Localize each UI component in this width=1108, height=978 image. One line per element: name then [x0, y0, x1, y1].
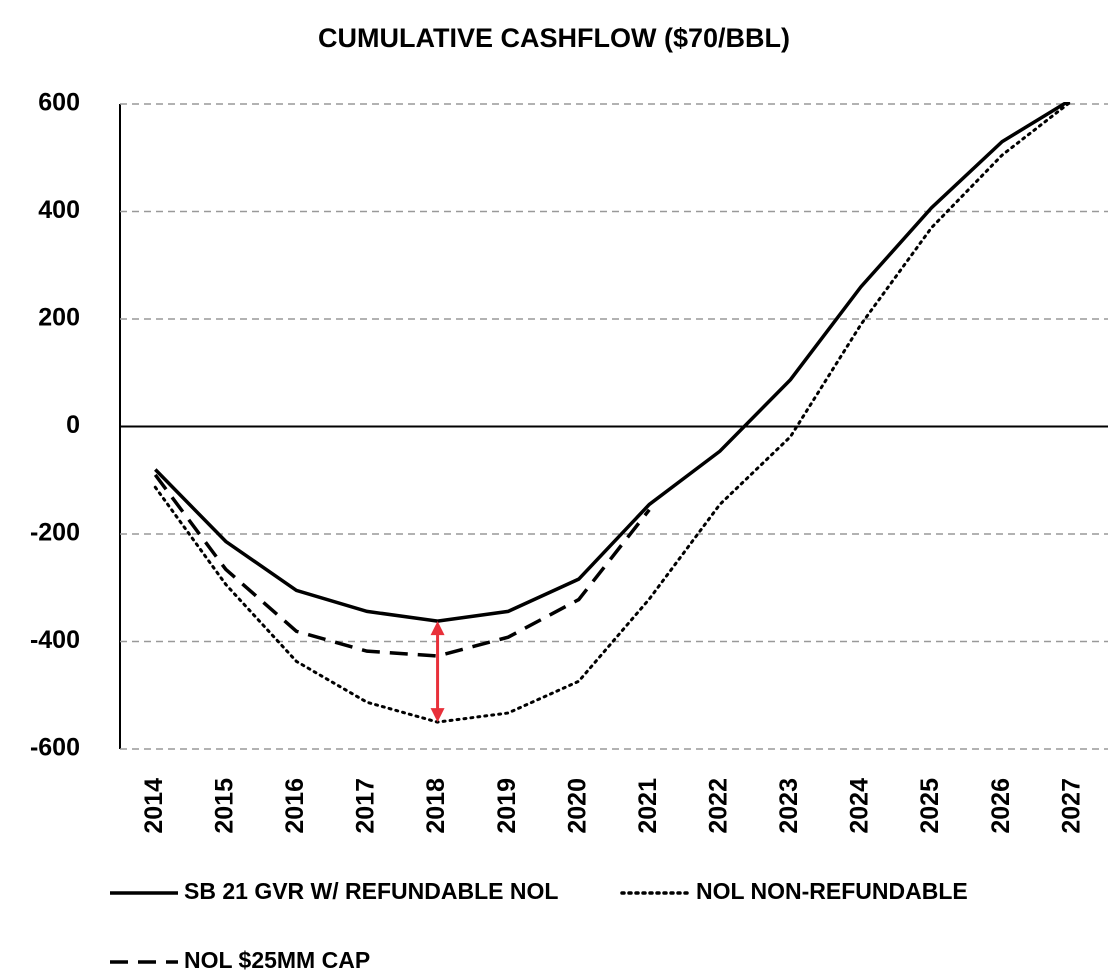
x-tick-label: 2017: [352, 778, 380, 834]
arrow-head: [430, 708, 445, 723]
x-tick-label: 2025: [916, 778, 944, 834]
y-tick-label: -400: [30, 626, 80, 654]
series-line: [153, 102, 1073, 724]
chart-title: CUMULATIVE CASHFLOW ($70/BBL): [318, 23, 790, 53]
x-tick-label: 2015: [210, 778, 238, 834]
x-tick-label: 2022: [704, 778, 732, 834]
legend-label: SB 21 GVR W/ REFUNDABLE NOL: [184, 878, 558, 904]
y-tick-label: 0: [66, 411, 80, 439]
plot-area: [153, 102, 1073, 724]
x-tick-label: 2024: [846, 778, 874, 834]
x-tick-label: 2014: [140, 778, 168, 834]
x-tick-label: 2018: [422, 778, 450, 834]
y-tick-label: -600: [30, 734, 80, 762]
x-tick-label: 2023: [775, 778, 803, 834]
x-tick-label: 2026: [987, 778, 1015, 834]
x-tick-label: 2020: [563, 778, 591, 834]
x-tick-label: 2021: [634, 778, 662, 834]
series-line: [154, 102, 1071, 623]
y-tick-label: -200: [30, 519, 80, 547]
legend-label: NOL NON-REFUNDABLE: [696, 878, 968, 904]
legend-label: NOL $25MM CAP: [184, 947, 370, 973]
arrow-head: [430, 621, 445, 636]
x-tick-label: 2016: [281, 778, 309, 834]
x-tick-label: 2027: [1057, 778, 1085, 834]
series-line: [153, 473, 651, 658]
y-tick-label: 400: [38, 196, 80, 224]
y-tick-label: 200: [38, 304, 80, 332]
x-tick-label: 2019: [493, 778, 521, 834]
y-tick-label: 600: [38, 89, 80, 117]
